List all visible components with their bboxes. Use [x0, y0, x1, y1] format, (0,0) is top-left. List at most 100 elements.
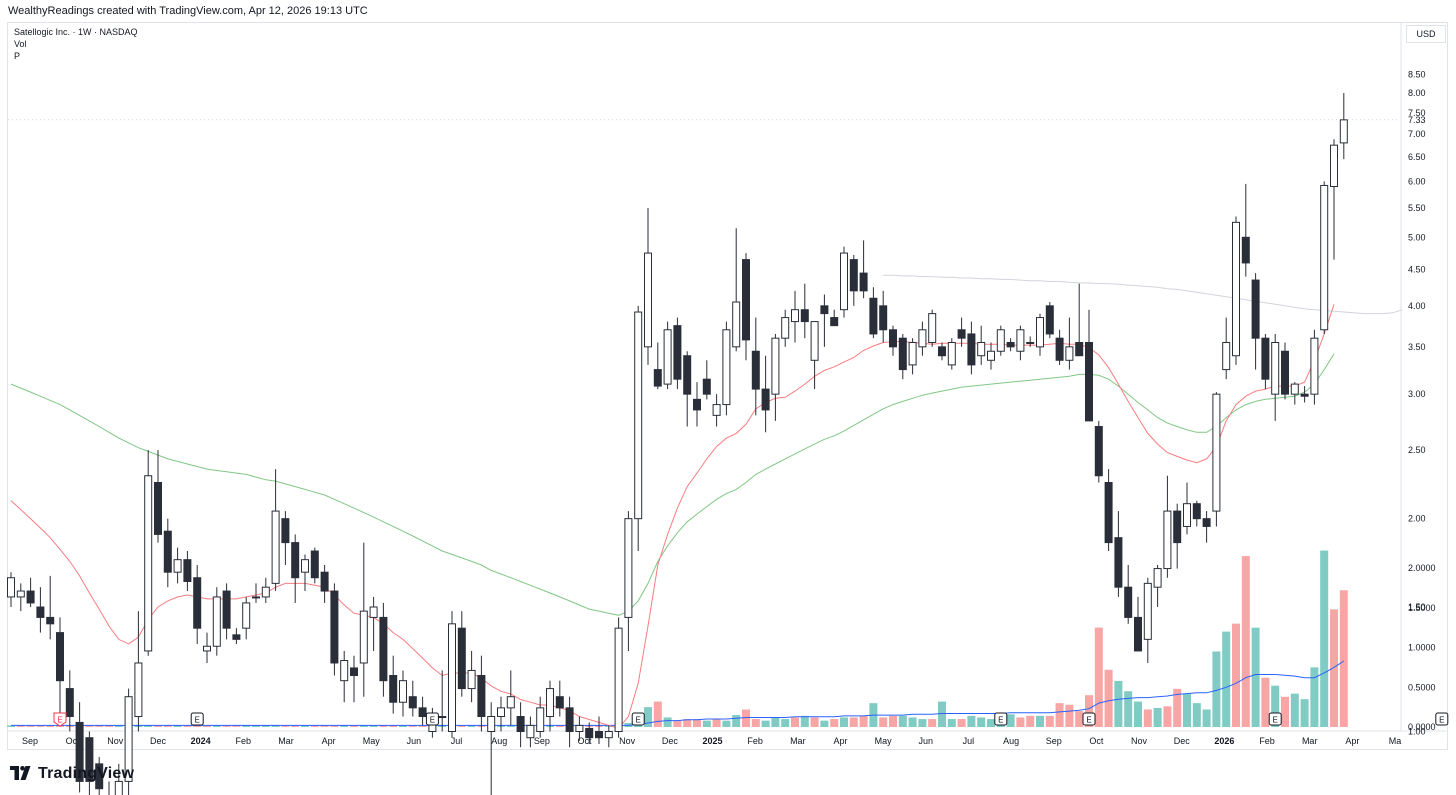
candle-body	[85, 737, 94, 782]
x-tick-label: Jun	[919, 736, 934, 746]
volume-bar	[1006, 714, 1015, 727]
volume-bar	[261, 725, 270, 727]
candle-body	[134, 662, 143, 718]
volume-bar	[379, 725, 388, 727]
volume-bar	[144, 725, 153, 727]
volume-bar	[1104, 669, 1113, 727]
y-tick-label: 3.00	[1408, 389, 1426, 399]
volume-bar	[653, 701, 662, 727]
x-tick-label: Aug	[491, 736, 507, 746]
candle-body	[859, 272, 868, 292]
volume-bar	[820, 720, 829, 727]
ma-red-line	[10, 304, 1335, 729]
x-tick-label: Sep	[534, 736, 550, 746]
earnings-label: E	[195, 716, 200, 725]
x-tick-label: Jun	[407, 736, 422, 746]
volume-bar	[928, 719, 937, 727]
volume-bar	[1222, 631, 1231, 727]
candle-body	[1163, 510, 1172, 570]
chart-panel[interactable]	[7, 22, 1448, 750]
volume-bar	[1320, 550, 1329, 727]
candle-body	[408, 696, 417, 709]
volume-bar	[399, 725, 407, 727]
volume-bar	[340, 725, 349, 727]
volume-bar	[1075, 711, 1084, 727]
candle-body	[271, 510, 280, 584]
volume-bar	[1153, 707, 1162, 727]
volume-bar	[1085, 695, 1093, 727]
candle-body	[1222, 341, 1231, 371]
candle-body	[1320, 184, 1329, 331]
candle-body	[1045, 305, 1054, 335]
volume-tick-label: 1.0000	[1408, 643, 1436, 653]
volume-bar	[330, 725, 339, 727]
candle-body	[56, 632, 64, 682]
candle-body	[16, 590, 25, 598]
volume-bar	[212, 725, 221, 727]
volume-bar	[26, 725, 35, 727]
x-tick-label: Feb	[747, 736, 763, 746]
volume-bar	[781, 719, 790, 727]
volume-tick-label: 1.5000	[1408, 603, 1436, 613]
volume-bar	[232, 725, 241, 727]
x-tick-label: Nov	[619, 736, 636, 746]
indicator-legend[interactable]: P	[14, 51, 21, 61]
volume-bar	[722, 720, 731, 727]
volume-bar	[467, 725, 476, 727]
volume-bar	[761, 720, 770, 727]
currency-label[interactable]: USD	[1406, 25, 1446, 43]
earnings-label: E	[636, 716, 641, 725]
candle-body	[1085, 341, 1093, 422]
volume-bar	[663, 717, 672, 727]
volume-bar	[800, 715, 809, 727]
volume-bar	[1094, 627, 1103, 727]
volume-bar	[46, 725, 55, 727]
volume-bar	[1134, 701, 1142, 727]
volume-bar	[154, 725, 162, 727]
candle-body	[722, 329, 731, 406]
earnings-marker	[425, 712, 439, 726]
volume-bar	[1281, 696, 1289, 727]
candle-body	[938, 346, 946, 357]
candle-body	[967, 333, 976, 366]
y-tick-label: 8.00	[1408, 88, 1426, 98]
candle-body	[1300, 393, 1309, 397]
candle-body	[830, 317, 839, 327]
symbol-legend[interactable]: Satellogic Inc. · 1W · NASDAQ	[14, 27, 138, 37]
candle-body	[1192, 503, 1201, 520]
candle-body	[448, 623, 456, 732]
volume-legend[interactable]: Vol	[14, 39, 27, 49]
earnings-label: E	[1273, 716, 1278, 725]
candle-body	[614, 627, 623, 732]
candle-body	[840, 252, 848, 311]
candle-body	[389, 675, 398, 703]
volume-bar	[898, 715, 907, 727]
y-tick-label: 4.00	[1408, 301, 1426, 311]
x-tick-label: Mar	[790, 736, 806, 746]
candle-body	[1094, 426, 1103, 477]
y-tick-label: 7.00	[1408, 129, 1426, 139]
volume-bar	[203, 725, 211, 727]
volume-bar	[105, 725, 113, 727]
volume-bar	[369, 725, 378, 727]
candle-body	[477, 675, 486, 718]
volume-bar	[712, 719, 721, 727]
volume-bar	[977, 717, 986, 727]
volume-bar	[1300, 699, 1309, 727]
candle-body	[575, 724, 584, 732]
candle-body	[1310, 337, 1319, 395]
volume-bar	[222, 725, 231, 727]
volume-bar	[987, 719, 995, 727]
candle-body	[546, 688, 554, 718]
candle-body	[1202, 518, 1211, 527]
y-tick-label: 7.33	[1408, 115, 1426, 125]
candle-body	[1232, 221, 1240, 357]
candle-body	[232, 634, 241, 640]
candle-body	[810, 321, 819, 361]
candle-body	[732, 301, 741, 348]
volume-bar	[644, 707, 652, 727]
candle-body	[46, 616, 55, 625]
candle-body	[438, 716, 447, 719]
candle-body	[1251, 279, 1260, 339]
